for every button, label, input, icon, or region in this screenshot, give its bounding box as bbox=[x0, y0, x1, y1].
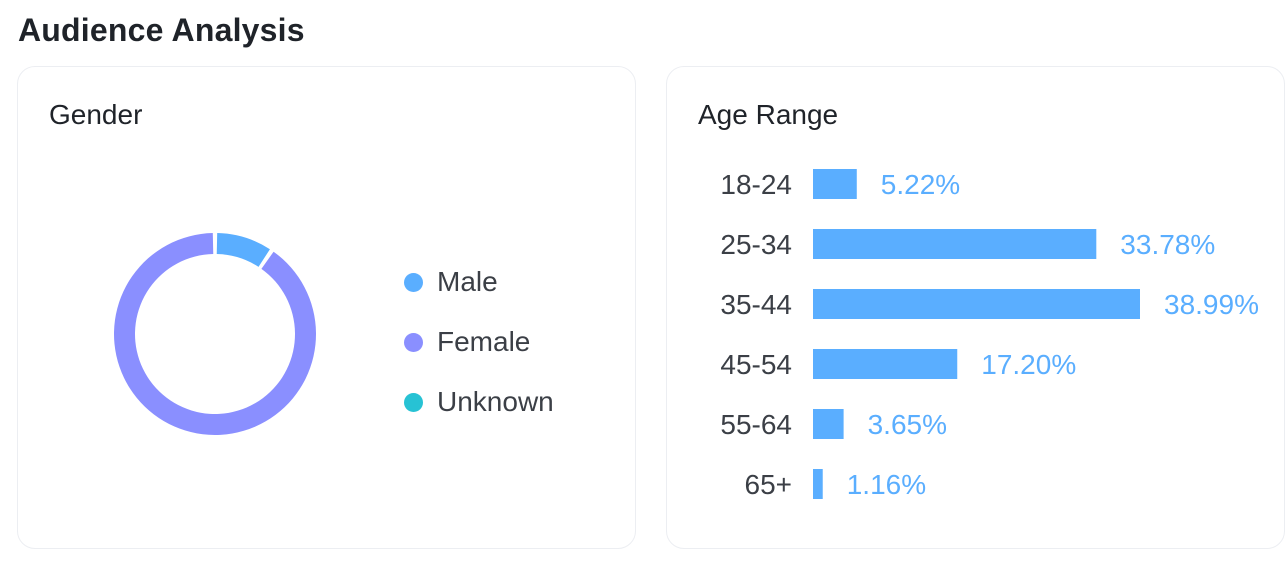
age-bar-25-34 bbox=[813, 229, 1097, 259]
age-bar-65+ bbox=[813, 469, 823, 499]
legend-dot-unknown bbox=[404, 392, 423, 412]
legend-item-unknown[interactable]: Unknown bbox=[404, 372, 554, 432]
age-category-label: 25-34 bbox=[720, 229, 792, 260]
legend-label-female: Female bbox=[437, 326, 531, 357]
age-value-label: 38.99% bbox=[1164, 289, 1259, 320]
legend-item-male[interactable]: Male bbox=[404, 252, 554, 312]
age-category-label: 65+ bbox=[745, 469, 793, 500]
gender-legend: Male Female Unknown bbox=[404, 252, 554, 432]
age-category-label: 55-64 bbox=[720, 409, 792, 440]
gender-card: Gender Male Female Unknown bbox=[17, 66, 636, 549]
gender-chart-title: Gender bbox=[49, 99, 143, 130]
page-title: Audience Analysis bbox=[18, 12, 305, 48]
legend-label-unknown: Unknown bbox=[437, 386, 554, 417]
age-bar-18-24 bbox=[813, 169, 857, 199]
age-bar-35-44 bbox=[813, 289, 1140, 319]
age-value-label: 5.22% bbox=[881, 169, 960, 200]
age-category-label: 35-44 bbox=[720, 289, 792, 320]
gender-donut-chart bbox=[114, 233, 316, 435]
legend-dot-male bbox=[404, 272, 423, 292]
age-category-label: 45-54 bbox=[720, 349, 792, 380]
age-value-label: 33.78% bbox=[1120, 229, 1215, 260]
age-range-card: Age Range 18-24 5.22% 25-34 33.78% 35-44 38.9… bbox=[666, 66, 1285, 549]
legend-label-male: Male bbox=[437, 266, 498, 297]
legend-dot-female bbox=[404, 332, 423, 352]
age-chart-title: Age Range bbox=[698, 99, 839, 130]
donut-slice-female bbox=[114, 233, 316, 435]
age-bar-55-64 bbox=[813, 409, 844, 439]
age-category-label: 18-24 bbox=[720, 169, 792, 200]
age-bar-45-54 bbox=[813, 349, 958, 379]
donut-slice-male bbox=[216, 233, 270, 267]
age-value-label: 1.16% bbox=[847, 469, 926, 500]
legend-item-female[interactable]: Female bbox=[404, 312, 554, 372]
age-range-bar-chart: 18-24 5.22% 25-34 33.78% 35-44 38.99% 45-54 17.… bbox=[720, 169, 1259, 500]
age-value-label: 17.20% bbox=[981, 349, 1076, 380]
age-value-label: 3.65% bbox=[868, 409, 947, 440]
